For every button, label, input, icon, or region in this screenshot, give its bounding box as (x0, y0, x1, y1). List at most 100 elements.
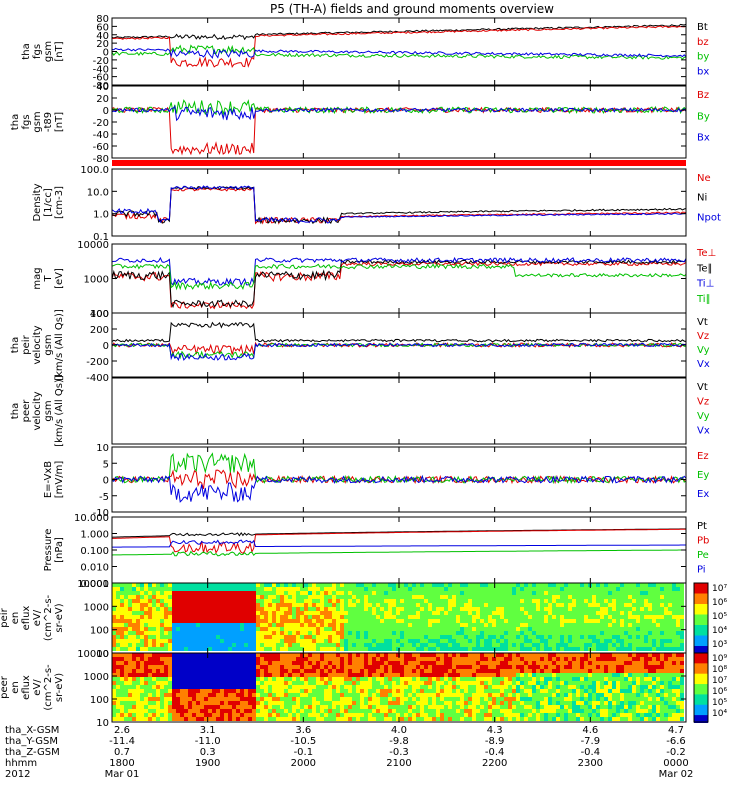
spectrogram-cell (444, 599, 448, 603)
spectrogram-cell (324, 591, 328, 595)
spectrogram-cell (412, 627, 416, 631)
spectrogram-cell (368, 677, 372, 681)
spectrogram-cell (356, 591, 360, 595)
spectrogram-cell (264, 619, 268, 623)
spectrogram-cell (236, 603, 240, 607)
spectrogram-cell (312, 717, 316, 721)
spectrogram-cell (340, 705, 344, 709)
spectrogram-cell (296, 643, 300, 647)
spectrogram-cell (580, 709, 584, 713)
spectrogram-cell (588, 661, 592, 665)
spectrogram-cell (208, 689, 212, 693)
spectrogram-cell (576, 623, 580, 627)
spectrogram-cell (220, 657, 224, 661)
spectrogram-cell (536, 665, 540, 669)
spectrogram-cell (624, 603, 628, 607)
spectrogram-cell (296, 717, 300, 721)
panel-density: Density[1/cc][cm-3]NeNiNpot100.010.01.00… (32, 165, 721, 243)
spectrogram-cell (532, 631, 536, 635)
ylabel-line: mag (32, 267, 43, 289)
spectrogram-cell (344, 647, 348, 651)
spectrogram-cell (400, 595, 404, 599)
spectrogram-cell (680, 615, 684, 619)
spectrogram-cell (308, 661, 312, 665)
spectrogram-cell (176, 643, 180, 647)
spectrogram-cell (548, 685, 552, 689)
spectrogram-cell (480, 639, 484, 643)
spectrogram-cell (128, 591, 132, 595)
spectrogram-cell (396, 639, 400, 643)
spectrogram-cell (220, 717, 224, 721)
spectrogram-cell (204, 673, 208, 677)
spectrogram-cell (392, 583, 396, 587)
spectrogram-cell (496, 717, 500, 721)
spectrogram-cell (524, 607, 528, 611)
spectrogram-cell (232, 595, 236, 599)
spectrogram-cell (676, 615, 680, 619)
spectrogram-cell (280, 643, 284, 647)
spectrogram-cell (548, 697, 552, 701)
spectrogram-cell (564, 595, 568, 599)
spectrogram-cell (348, 611, 352, 615)
spectrogram-cell (312, 673, 316, 677)
spectrogram-cell (608, 587, 612, 591)
spectrogram-cell (248, 583, 252, 587)
spectrogram-cell (244, 677, 248, 681)
spectrogram-cell (600, 657, 604, 661)
spectrogram-cell (516, 677, 520, 681)
spectrogram-cell (404, 643, 408, 647)
spectrogram-cell (200, 595, 204, 599)
spectrogram-cell (380, 631, 384, 635)
spectrogram-cell (404, 685, 408, 689)
spectrogram-cell (188, 619, 192, 623)
spectrogram-cell (132, 677, 136, 681)
spectrogram-cell (464, 717, 468, 721)
spectrogram-cell (452, 615, 456, 619)
spectrogram-cell (356, 661, 360, 665)
spectrogram-cell (132, 647, 136, 651)
spectrogram-cell (348, 713, 352, 717)
spectrogram-cell (600, 587, 604, 591)
spectrogram-cell (224, 717, 228, 721)
spectrogram-cell (160, 615, 164, 619)
spectrogram-cell (220, 653, 224, 657)
spectrogram-cell (476, 713, 480, 717)
spectrogram-cell (468, 693, 472, 697)
spectrogram-cell (348, 583, 352, 587)
spectrogram-cell (352, 661, 356, 665)
spectrogram-cell (472, 647, 476, 651)
spectrogram-cell (440, 643, 444, 647)
spectrogram-cell (452, 713, 456, 717)
spectrogram-cell (404, 583, 408, 587)
series-line-bx (112, 48, 686, 57)
spectrogram-cell (340, 583, 344, 587)
spectrogram-cell (300, 661, 304, 665)
spectrogram-cell (580, 677, 584, 681)
spectrogram-cell (556, 713, 560, 717)
spectrogram-cell (376, 643, 380, 647)
spectrogram-cell (380, 591, 384, 595)
spectrogram-cell (524, 591, 528, 595)
spectrogram-cell (156, 627, 160, 631)
spectrogram-cell (436, 647, 440, 651)
spectrogram-cell (160, 657, 164, 661)
spectrogram-cell (532, 701, 536, 705)
spectrogram-cell (340, 611, 344, 615)
spectrogram-cell (448, 599, 452, 603)
spectrogram-cell (344, 689, 348, 693)
spectrogram-cell (524, 611, 528, 615)
spectrogram-cell (332, 631, 336, 635)
spectrogram-cell (428, 697, 432, 701)
spectrogram-cell (508, 631, 512, 635)
spectrogram-cell (544, 685, 548, 689)
spectrogram-cell (120, 643, 124, 647)
spectrogram-cell (148, 603, 152, 607)
spectrogram-cell (436, 623, 440, 627)
spectrogram-cell (436, 717, 440, 721)
spectrogram-cell (460, 607, 464, 611)
spectrogram-cell (324, 701, 328, 705)
spectrogram-cell (492, 665, 496, 669)
spectrogram-cell (492, 631, 496, 635)
spectrogram-cell (408, 681, 412, 685)
spectrogram-cell (448, 705, 452, 709)
